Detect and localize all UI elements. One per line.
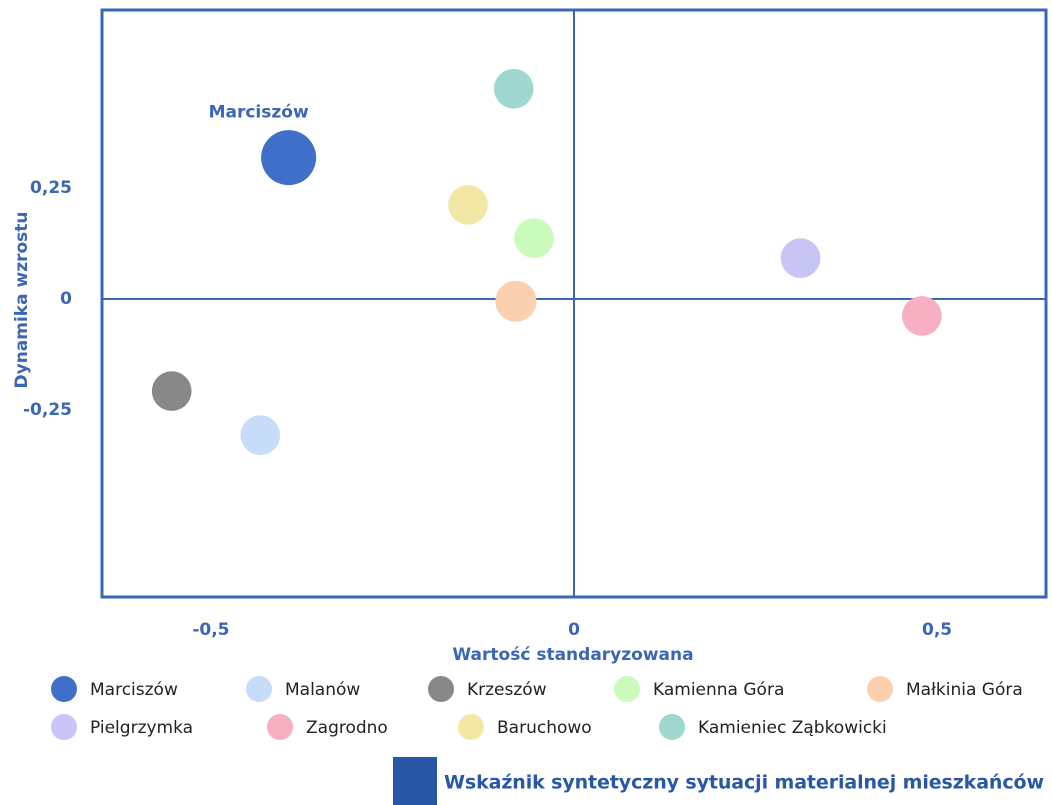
bubble xyxy=(448,184,488,225)
bubble xyxy=(240,415,281,455)
legend-label: Zagrodno xyxy=(306,718,388,738)
bubble xyxy=(495,280,537,322)
y-tick-label: -0,25 xyxy=(23,400,72,420)
legend-swatch xyxy=(51,676,77,702)
data-label: Marciszów xyxy=(209,103,309,123)
legend-label: Marciszów xyxy=(90,680,178,700)
legend-swatch xyxy=(458,714,484,740)
legend-label: Kamienna Góra xyxy=(653,680,784,700)
legend-label: Baruchowo xyxy=(497,718,592,738)
legend-swatch xyxy=(659,714,685,740)
legend-swatch xyxy=(867,676,893,702)
legend-label: Krzeszów xyxy=(467,680,547,700)
bubble xyxy=(261,130,317,186)
legend-swatch xyxy=(51,714,77,740)
size-legend-label: Wskaźnik syntetyczny sytuacji materialne… xyxy=(444,772,1044,794)
x-axis-label: Wartość standaryzowana xyxy=(452,645,693,665)
legend-swatch xyxy=(246,676,272,702)
y-tick-label: 0 xyxy=(60,289,72,309)
legend-label: Kamieniec Ząbkowicki xyxy=(698,718,887,738)
legend-swatch xyxy=(428,676,454,702)
bubble xyxy=(493,68,534,109)
legend-swatch xyxy=(614,676,640,702)
x-tick-label: -0,5 xyxy=(192,620,229,640)
bubble xyxy=(151,371,192,411)
y-axis-label: Dynamika wzrostu xyxy=(12,211,32,388)
size-legend-swatch xyxy=(393,757,437,805)
legend-label: Pielgrzymka xyxy=(90,718,193,738)
x-tick-label: 0 xyxy=(568,620,580,640)
y-tick-label: 0,25 xyxy=(30,178,72,198)
bubble xyxy=(780,238,821,278)
bubble xyxy=(901,296,942,336)
legend-label: Małkinia Góra xyxy=(906,680,1023,700)
legend-label: Malanów xyxy=(285,680,360,700)
legend-swatch xyxy=(267,714,293,740)
bubble xyxy=(514,218,554,258)
x-tick-label: 0,5 xyxy=(922,620,952,640)
